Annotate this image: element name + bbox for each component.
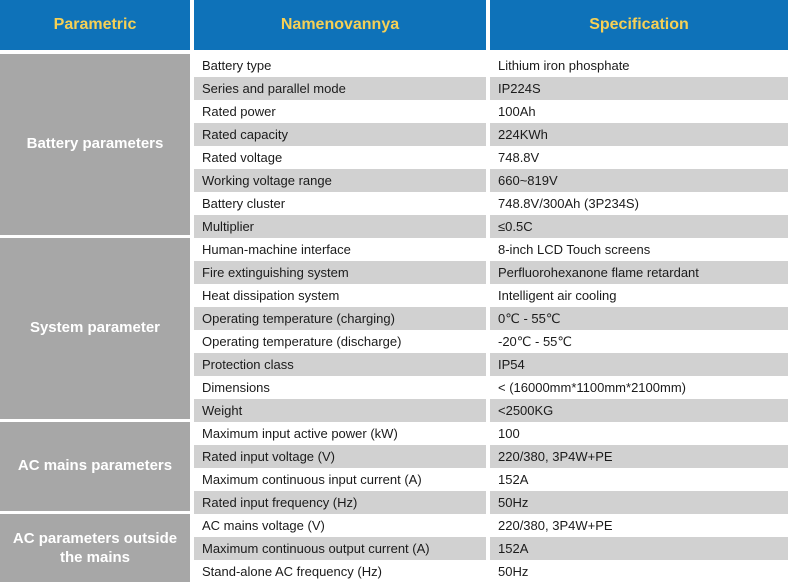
row-param-cell: Rated power [194, 100, 486, 123]
table-body: Battery parameters System parameter AC m… [0, 54, 788, 582]
row-spec-cell: 100 [490, 422, 788, 445]
row-param-cell: Dimensions [194, 376, 486, 399]
group-cell-system-parameter: System parameter [0, 238, 190, 422]
table-row: Series and parallel mode IP224S [194, 77, 788, 100]
group-cell-battery-parameters: Battery parameters [0, 54, 190, 238]
table-row: Rated capacity 224KWh [194, 123, 788, 146]
row-spec-cell: 224KWh [490, 123, 788, 146]
row-param-cell: Operating temperature (discharge) [194, 330, 486, 353]
table-row: Weight <2500KG [194, 399, 788, 422]
group-cell-ac-parameters-outside: AC parameters outside the mains [0, 514, 190, 582]
table-row: Battery cluster 748.8V/300Ah (3P234S) [194, 192, 788, 215]
table-row: Operating temperature (charging) 0℃ - 55… [194, 307, 788, 330]
row-param-cell: Rated capacity [194, 123, 486, 146]
row-param-cell: Human-machine interface [194, 238, 486, 261]
table-row: Maximum input active power (kW) 100 [194, 422, 788, 445]
row-param-cell: Heat dissipation system [194, 284, 486, 307]
table-row: Rated voltage 748.8V [194, 146, 788, 169]
row-spec-cell: 8-inch LCD Touch screens [490, 238, 788, 261]
group-cell-ac-mains-parameters: AC mains parameters [0, 422, 190, 514]
header-specification: Specification [490, 0, 788, 50]
table-row: Human-machine interface 8-inch LCD Touch… [194, 238, 788, 261]
row-param-cell: AC mains voltage (V) [194, 514, 486, 537]
table-header-row: Parametric Namenovannya Specification [0, 0, 788, 50]
row-param-cell: Maximum input active power (kW) [194, 422, 486, 445]
row-spec-cell: Lithium iron phosphate [490, 54, 788, 77]
row-spec-cell: 50Hz [490, 560, 788, 582]
table-row: Stand-alone AC frequency (Hz) 50Hz [194, 560, 788, 582]
row-param-cell: Weight [194, 399, 486, 422]
row-spec-cell: 220/380, 3P4W+PE [490, 514, 788, 537]
row-param-cell: Stand-alone AC frequency (Hz) [194, 560, 486, 582]
row-param-cell: Multiplier [194, 215, 486, 238]
row-spec-cell: Perfluorohexanone flame retardant [490, 261, 788, 284]
table-row: Maximum continuous output current (A) 15… [194, 537, 788, 560]
header-parametric: Parametric [0, 0, 190, 50]
row-param-cell: Protection class [194, 353, 486, 376]
row-spec-cell: < (16000mm*1100mm*2100mm) [490, 376, 788, 399]
row-param-cell: Operating temperature (charging) [194, 307, 486, 330]
row-spec-cell: Intelligent air cooling [490, 284, 788, 307]
group-column: Battery parameters System parameter AC m… [0, 54, 190, 582]
table-row: Protection class IP54 [194, 353, 788, 376]
table-row: AC mains voltage (V) 220/380, 3P4W+PE [194, 514, 788, 537]
row-param-cell: Rated input frequency (Hz) [194, 491, 486, 514]
header-namenovannya: Namenovannya [194, 0, 486, 50]
table-row: Fire extinguishing system Perfluorohexan… [194, 261, 788, 284]
row-spec-cell: 748.8V/300Ah (3P234S) [490, 192, 788, 215]
table-row: Multiplier ≤0.5C [194, 215, 788, 238]
row-spec-cell: -20℃ - 55℃ [490, 330, 788, 353]
data-rows: Battery type Lithium iron phosphate Seri… [194, 54, 788, 582]
row-spec-cell: 748.8V [490, 146, 788, 169]
table-row: Battery type Lithium iron phosphate [194, 54, 788, 77]
table-row: Rated power 100Ah [194, 100, 788, 123]
row-spec-cell: 50Hz [490, 491, 788, 514]
row-spec-cell: 220/380, 3P4W+PE [490, 445, 788, 468]
table-row: Rated input frequency (Hz) 50Hz [194, 491, 788, 514]
row-spec-cell: IP224S [490, 77, 788, 100]
row-param-cell: Fire extinguishing system [194, 261, 486, 284]
table-row: Rated input voltage (V) 220/380, 3P4W+PE [194, 445, 788, 468]
table-row: Operating temperature (discharge) -20℃ -… [194, 330, 788, 353]
row-param-cell: Maximum continuous output current (A) [194, 537, 486, 560]
row-spec-cell: 152A [490, 537, 788, 560]
row-spec-cell: <2500KG [490, 399, 788, 422]
table-row: Working voltage range 660~819V [194, 169, 788, 192]
row-spec-cell: 0℃ - 55℃ [490, 307, 788, 330]
row-param-cell: Working voltage range [194, 169, 486, 192]
table-row: Dimensions < (16000mm*1100mm*2100mm) [194, 376, 788, 399]
table-row: Heat dissipation system Intelligent air … [194, 284, 788, 307]
row-spec-cell: 100Ah [490, 100, 788, 123]
row-spec-cell: ≤0.5C [490, 215, 788, 238]
row-spec-cell: 152A [490, 468, 788, 491]
row-param-cell: Series and parallel mode [194, 77, 486, 100]
row-spec-cell: 660~819V [490, 169, 788, 192]
row-spec-cell: IP54 [490, 353, 788, 376]
row-param-cell: Rated input voltage (V) [194, 445, 486, 468]
table-row: Maximum continuous input current (A) 152… [194, 468, 788, 491]
row-param-cell: Rated voltage [194, 146, 486, 169]
row-param-cell: Maximum continuous input current (A) [194, 468, 486, 491]
row-param-cell: Battery type [194, 54, 486, 77]
row-param-cell: Battery cluster [194, 192, 486, 215]
